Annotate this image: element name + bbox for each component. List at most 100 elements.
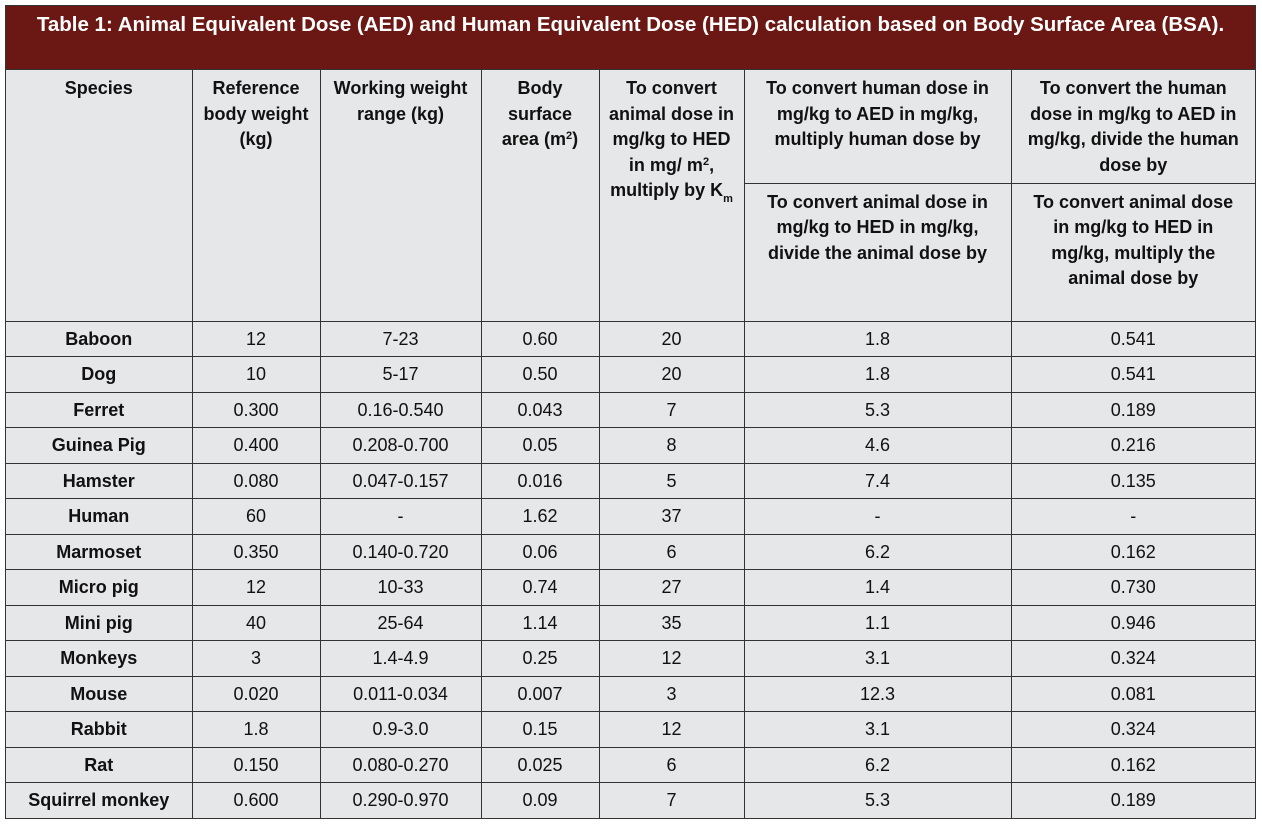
species-cell: Human [6,498,193,535]
bsa-cell: 0.043 [480,391,600,428]
table-row: Dog 10 5-17 0.50 20 1.8 0.541 [6,356,1255,393]
hed-multiplier-cell: 0.730 [1010,569,1255,606]
species-cell: Ferret [6,391,193,428]
working-range-cell: 5-17 [319,356,482,393]
table-row: Squirrel monkey 0.600 0.290-0.970 0.09 7 5.3 0… [6,782,1255,818]
working-range-cell: 1.4-4.9 [319,640,482,677]
working-range-cell: - [319,498,482,535]
species-cell: Rat [6,746,193,783]
working-range-cell: 0.140-0.720 [319,533,482,570]
km-cell: 6 [598,533,745,570]
hed-multiplier-cell: 0.189 [1010,782,1255,818]
hed-multiplier-cell: 0.162 [1010,746,1255,783]
aed-multiplier-cell: 4.6 [743,427,1012,464]
species-cell: Baboon [6,320,193,357]
header-hed-multiply-line1: To convert animal dose [1033,191,1234,212]
header-species: Species [6,70,193,322]
working-range-cell: 0.047-0.157 [319,462,482,499]
aed-multiplier-cell: - [743,498,1012,535]
aed-multiplier-cell: 1.4 [743,569,1012,606]
header-body-surface-area: Body surface area (m2) [480,70,600,322]
species-cell: Marmoset [6,533,193,570]
km-cell: 20 [598,356,745,393]
working-range-cell: 0.9-3.0 [319,711,482,748]
reference-weight-cell: 12 [191,320,321,357]
reference-weight-cell: 0.020 [191,675,321,712]
reference-weight-cell: 10 [191,356,321,393]
species-cell: Dog [6,356,193,393]
species-cell: Rabbit [6,711,193,748]
table-row: Micro pig 12 10-33 0.74 27 1.4 0.730 [6,569,1255,606]
aed-multiplier-cell: 1.1 [743,604,1012,641]
bsa-cell: 0.05 [480,427,600,464]
km-cell: 35 [598,604,745,641]
aed-multiplier-cell: 1.8 [743,320,1012,357]
working-range-cell: 25-64 [319,604,482,641]
km-cell: 8 [598,427,745,464]
hed-multiplier-cell: - [1010,498,1255,535]
header-km-text: To convert animal dose in mg/kg to HED i… [608,78,735,175]
km-cell: 37 [598,498,745,535]
hed-multiplier-cell: 0.324 [1010,640,1255,677]
working-range-cell: 7-23 [319,320,482,357]
working-range-cell: 0.290-0.970 [319,782,482,818]
aed-multiplier-cell: 12.3 [743,675,1012,712]
species-cell: Hamster [6,462,193,499]
hed-multiplier-cell: 0.541 [1010,356,1255,393]
header-hed-multiply-line2: in mg/kg to HED in mg/kg, multiply the a… [1051,217,1216,288]
km-cell: 6 [598,746,745,783]
bsa-cell: 0.25 [480,640,600,677]
aed-multiplier-cell: 3.1 [743,711,1012,748]
bsa-cell: 0.025 [480,746,600,783]
hed-multiplier-cell: 0.081 [1010,675,1255,712]
km-cell: 5 [598,462,745,499]
table-title: Table 1: Animal Equivalent Dose (AED) an… [6,6,1255,70]
aed-multiplier-cell: 7.4 [743,462,1012,499]
header-hed-divide: To convert animal dose in mg/kg to HED i… [744,182,1012,322]
reference-weight-cell: 0.400 [191,427,321,464]
table-row: Ferret 0.300 0.16-0.540 0.043 7 5.3 0.189 [6,391,1255,428]
species-cell: Micro pig [6,569,193,606]
bsa-cell: 1.14 [480,604,600,641]
km-cell: 20 [598,320,745,357]
header-working-range: Working weight range (kg) [319,70,482,322]
header-bsa-post: ) [572,129,579,149]
km-cell: 12 [598,711,745,748]
table-row: Rabbit 1.8 0.9-3.0 0.15 12 3.1 0.324 [6,711,1255,748]
hed-multiplier-cell: 0.324 [1010,711,1255,748]
header-bsa-text: Body surface area (m [501,78,573,149]
bsa-cell: 0.15 [480,711,600,748]
reference-weight-cell: 3 [191,640,321,677]
header-hed-multiply: To convert animal dose in mg/kg to HED in… [1010,182,1255,322]
km-cell: 7 [598,782,745,818]
reference-weight-cell: 0.080 [191,462,321,499]
reference-weight-cell: 12 [191,569,321,606]
table-row: Baboon 12 7-23 0.60 20 1.8 0.541 [6,320,1255,357]
km-cell: 27 [598,569,745,606]
bsa-cell: 0.50 [480,356,600,393]
reference-weight-cell: 1.8 [191,711,321,748]
working-range-cell: 0.011-0.034 [319,675,482,712]
bsa-cell: 0.60 [480,320,600,357]
reference-weight-cell: 40 [191,604,321,641]
hed-multiplier-cell: 0.541 [1010,320,1255,357]
species-cell: Monkeys [6,640,193,677]
aed-multiplier-cell: 5.3 [743,782,1012,818]
reference-weight-cell: 0.350 [191,533,321,570]
header-km: To convert animal dose in mg/kg to HED i… [598,70,745,322]
table-row: Hamster 0.080 0.047-0.157 0.016 5 7.4 0.135 [6,462,1255,499]
species-cell: Squirrel monkey [6,782,193,818]
species-cell: Mouse [6,675,193,712]
header-km-mid: , multiply by K [610,154,724,201]
aed-multiplier-cell: 6.2 [743,746,1012,783]
aed-multiplier-cell: 1.8 [743,356,1012,393]
bsa-cell: 1.62 [480,498,600,535]
bsa-cell: 0.74 [480,569,600,606]
header-aed-multiply: To convert human dose in mg/kg to AED in… [743,70,1012,184]
bsa-cell: 0.09 [480,782,600,818]
aed-multiplier-cell: 6.2 [743,533,1012,570]
working-range-cell: 0.16-0.540 [319,391,482,428]
table-row: Mouse 0.020 0.011-0.034 0.007 3 12.3 0.081 [6,675,1255,712]
table-row: Rat 0.150 0.080-0.270 0.025 6 6.2 0.162 [6,746,1255,783]
header-km-sup: 2 [702,155,710,168]
